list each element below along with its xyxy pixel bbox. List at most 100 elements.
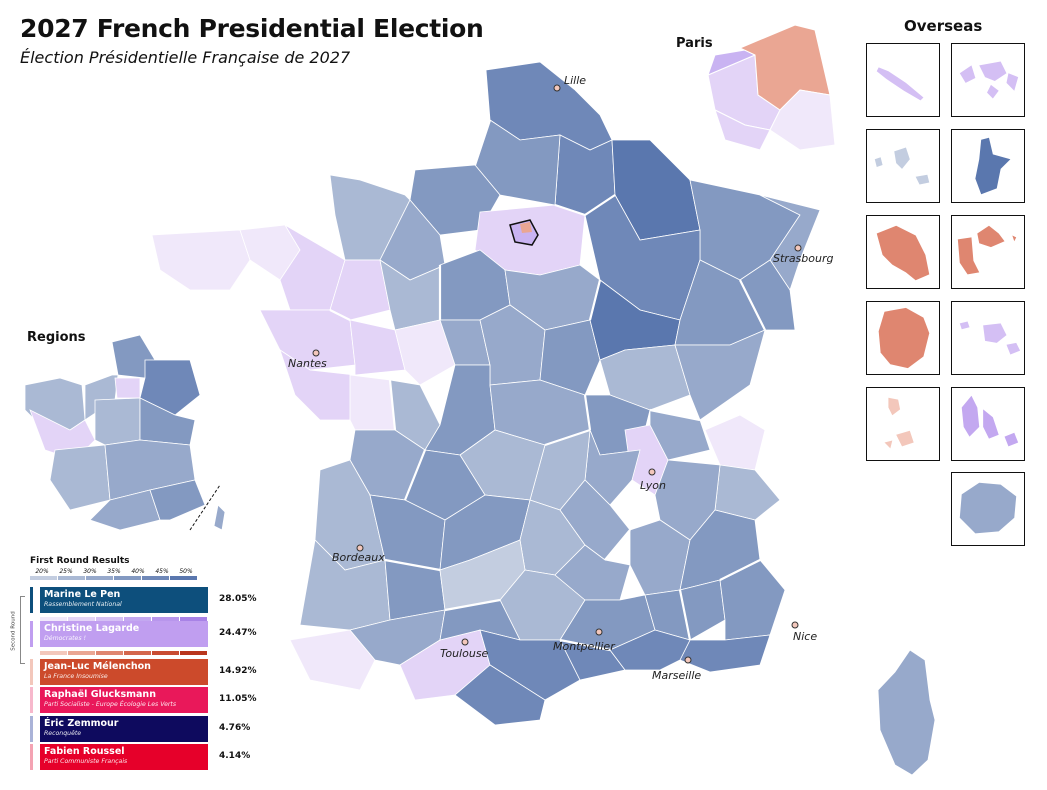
- candidate-color-strip: [30, 744, 33, 770]
- city-label-nantes: Nantes: [288, 357, 327, 370]
- dept-mayenne[interactable]: [329, 259, 391, 321]
- second-round-label: Second Round: [10, 611, 17, 651]
- candidate-box: Éric Zemmour Reconquête: [40, 716, 208, 742]
- candidate-name: Christine Lagarde: [44, 623, 140, 634]
- overseas-label: Overseas: [904, 17, 983, 35]
- region-occitanie[interactable]: [89, 489, 161, 531]
- city-label-montpellier: Montpellier: [553, 640, 616, 653]
- candidate-color-strip: [30, 687, 33, 713]
- dept-deux-sevres[interactable]: [349, 374, 396, 431]
- candidate-box: Christine Lagarde Démocrates !: [40, 621, 208, 647]
- region-bourgogne[interactable]: [139, 397, 196, 446]
- candidate-name: Fabien Roussel: [44, 746, 125, 757]
- scale-tick: 50%: [179, 568, 193, 575]
- candidate-name: Marine Le Pen: [44, 589, 121, 600]
- scale-tick: 40%: [131, 568, 145, 575]
- dept-savoie[interactable]: [714, 464, 781, 521]
- dept-doubs[interactable]: [674, 329, 766, 421]
- dept-indre-loire[interactable]: [394, 319, 456, 386]
- french-polynesia-shape: [959, 321, 1021, 355]
- city-marker-nice[interactable]: [791, 621, 799, 629]
- paris-label: Paris: [676, 36, 713, 51]
- candidate-color-strip: [30, 621, 33, 647]
- overseas-wallis-futuna[interactable]: [951, 43, 1025, 117]
- candidate-percent: 28.05%: [219, 594, 257, 604]
- region-paca[interactable]: [149, 479, 206, 521]
- candidate-color-strip: [30, 587, 33, 613]
- overseas-reunion[interactable]: [951, 472, 1025, 546]
- candidate-percent: 4.76%: [219, 723, 251, 733]
- dept-pyrenees-orientales[interactable]: [454, 664, 546, 726]
- color-scale: 20% 25% 30% 35% 40% 45% 50%: [30, 568, 198, 588]
- dept-bouches-rhone[interactable]: [609, 629, 691, 671]
- saint-martin-shape: [884, 397, 914, 449]
- candidate-row-zemmour[interactable]: Éric Zemmour Reconquête 4.76%: [30, 716, 260, 742]
- dept-haut-rhin[interactable]: [739, 259, 796, 331]
- overseas-saint-barthelemy[interactable]: [951, 387, 1025, 461]
- city-marker-nantes[interactable]: [312, 349, 320, 357]
- region-boundaries: [329, 119, 766, 652]
- city-label-lille: Lille: [564, 74, 586, 87]
- overseas-new-caledonia[interactable]: [866, 43, 940, 117]
- regions-inset: [24, 334, 226, 531]
- city-marker-marseille[interactable]: [684, 656, 692, 664]
- candidate-party: Parti Socialiste - Europe Écologie Les V…: [44, 701, 177, 708]
- candidate-name: Jean-Luc Mélenchon: [44, 661, 151, 672]
- candidate-row-melenchon[interactable]: Jean-Luc Mélenchon La France Insoumise 1…: [30, 659, 260, 685]
- candidate-percent: 11.05%: [219, 694, 257, 704]
- overseas-guadeloupe[interactable]: [951, 215, 1025, 289]
- scale-ticks: 20% 25% 30% 35% 40% 45% 50%: [30, 568, 198, 575]
- dept-pyrenees-atlantiques[interactable]: [289, 629, 376, 691]
- dept-nievre[interactable]: [539, 319, 601, 396]
- city-marker-strasbourg[interactable]: [794, 244, 802, 252]
- city-marker-montpellier[interactable]: [595, 628, 603, 636]
- legend-title: First Round Results: [30, 556, 130, 566]
- paris-inset-south[interactable]: [714, 109, 771, 151]
- martinique-shape: [876, 225, 930, 281]
- overseas-martinique[interactable]: [866, 215, 940, 289]
- corsica[interactable]: [877, 649, 936, 776]
- city-marker-bordeaux[interactable]: [356, 544, 364, 552]
- page-subtitle: Élection Présidentielle Française de 202…: [20, 48, 351, 67]
- candidate-row-glucksmann[interactable]: Raphaël Glucksmann Parti Socialiste - Eu…: [30, 687, 260, 713]
- paris-center[interactable]: [520, 222, 532, 233]
- dept-haute-savoie[interactable]: [704, 414, 766, 471]
- region-nouvelle-aquitaine[interactable]: [49, 444, 111, 511]
- city-label-strasbourg: Strasbourg: [773, 252, 833, 265]
- candidate-percent: 4.14%: [219, 751, 251, 761]
- city-marker-toulouse[interactable]: [461, 638, 469, 646]
- lagarde-scale-bar: [40, 617, 208, 621]
- region-centre[interactable]: [94, 397, 141, 446]
- candidate-name: Éric Zemmour: [44, 718, 119, 729]
- overseas-saint-pierre[interactable]: [866, 129, 940, 203]
- wallis-futuna-shape: [959, 61, 1019, 99]
- candidate-row-lagarde[interactable]: Christine Lagarde Démocrates ! 24.47%: [30, 621, 260, 647]
- corsica-separator: [189, 484, 221, 531]
- dept-maine-loire[interactable]: [349, 319, 406, 376]
- dept-finistere[interactable]: [151, 229, 251, 291]
- candidate-row-roussel[interactable]: Fabien Roussel Parti Communiste Français…: [30, 744, 260, 770]
- region-ile-de-france[interactable]: [114, 377, 141, 399]
- region-corsica[interactable]: [213, 504, 226, 531]
- paris-inset: [707, 24, 836, 151]
- dept-var[interactable]: [679, 634, 771, 673]
- overseas-saint-martin[interactable]: [866, 387, 940, 461]
- city-marker-lyon[interactable]: [648, 468, 656, 476]
- results-legend: First Round Results 20% 25% 30% 35% 40% …: [11, 556, 260, 770]
- scale-tick: 35%: [107, 568, 121, 575]
- candidate-party: Parti Communiste Français: [44, 758, 128, 765]
- candidate-party: Rassemblement National: [44, 601, 122, 608]
- candidate-color-strip: [30, 659, 33, 685]
- candidate-name: Raphaël Glucksmann: [44, 689, 156, 700]
- scale-tick: 45%: [155, 568, 169, 575]
- city-label-nice: Nice: [793, 630, 817, 643]
- lepen-scale-bar: [30, 576, 198, 580]
- overseas-french-guiana[interactable]: [866, 301, 940, 375]
- overseas-mayotte[interactable]: [951, 129, 1025, 203]
- overseas-french-polynesia[interactable]: [951, 301, 1025, 375]
- city-marker-lille[interactable]: [553, 84, 561, 92]
- city-label-lyon: Lyon: [640, 479, 666, 492]
- candidate-row-lepen[interactable]: Marine Le Pen Rassemblement National 28.…: [30, 587, 260, 613]
- french-guiana-shape: [878, 307, 930, 369]
